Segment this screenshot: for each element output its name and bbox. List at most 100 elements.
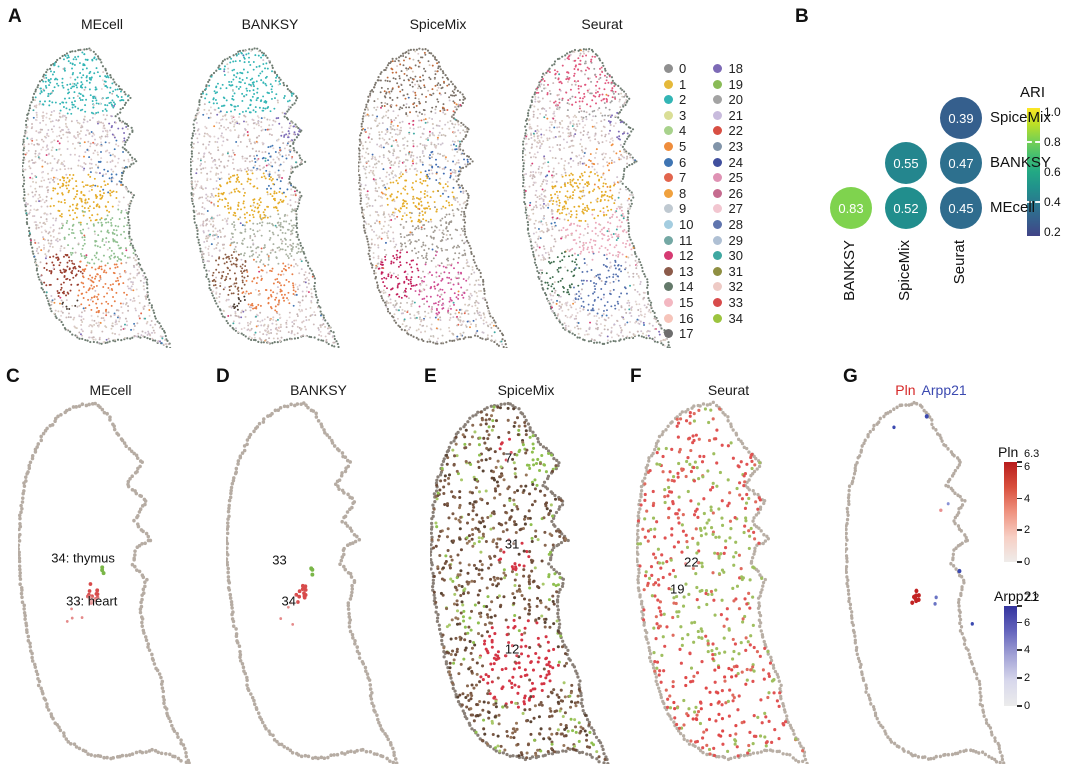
legend-color-dot <box>664 297 673 307</box>
legend-item: 5 <box>664 138 693 154</box>
gene-tick-label: 6 <box>1024 460 1031 473</box>
panel-g-label: G <box>843 366 858 387</box>
legend-cluster-label: 30 <box>728 248 743 264</box>
legend-cluster-label: 25 <box>728 170 743 186</box>
legend-item: 25 <box>713 170 743 186</box>
cluster-annotation: 33 <box>272 552 287 568</box>
gene-tick-label: 4 <box>1024 492 1031 505</box>
embryo-scatter-mecell <box>22 46 182 348</box>
legend-cluster-label: 17 <box>679 326 694 342</box>
legend-item: 18 <box>713 61 743 76</box>
ari-colorbar-title: ARI <box>1020 84 1046 101</box>
legend-color-dot <box>664 141 673 151</box>
legend-color-dot <box>664 110 673 120</box>
legend-cluster-label: 6 <box>679 154 687 170</box>
legend-color-dot <box>713 157 723 167</box>
ari-row-label: MEcell <box>990 199 1036 216</box>
legend-item: 22 <box>713 123 743 139</box>
legend-cluster-label: 8 <box>679 185 687 201</box>
ari-tick-label: 0.2 <box>1044 225 1061 239</box>
gene-tick-line <box>1017 561 1022 563</box>
legend-cluster-label: 18 <box>728 61 743 76</box>
legend-cluster-label: 5 <box>679 138 687 154</box>
legend-item: 21 <box>713 107 743 123</box>
legend-item: 6 <box>664 154 693 170</box>
gene-tick-label: 2 <box>1024 672 1031 685</box>
legend-color-dot <box>664 266 673 276</box>
ari-tick-label: 0.4 <box>1044 195 1061 209</box>
ari-col-label: SpiceMix <box>896 240 913 301</box>
legend-cluster-label: 7 <box>679 170 687 186</box>
legend-item: 11 <box>664 233 693 248</box>
legend-color-dot <box>713 219 723 229</box>
legend-item: 4 <box>664 123 693 138</box>
ari-value-circle: 0.55 <box>885 142 927 184</box>
legend-item: 26 <box>713 185 743 201</box>
legend-item: 32 <box>713 279 743 295</box>
legend-cluster-label: 26 <box>728 185 743 201</box>
legend-color-dot <box>713 266 723 276</box>
pln-colorbar-title: Pln <box>998 444 1019 460</box>
panel-d-label: D <box>216 366 230 387</box>
legend-cluster-label: 19 <box>728 76 743 92</box>
panel-c-label: C <box>6 366 20 387</box>
cluster-legend-col-1: 0 1 2 3 4 5 6 7 8 9 10 11 12 13 14 15 16 17 <box>664 61 694 342</box>
embryo-outline-mecell: 34: thymus 33: heart <box>18 400 203 764</box>
legend-item: 14 <box>664 279 693 294</box>
legend-cluster-label: 16 <box>679 310 694 326</box>
ari-tick-dash <box>1027 201 1040 203</box>
legend-cluster-label: 21 <box>728 107 743 123</box>
legend-item: 12 <box>664 248 693 263</box>
legend-color-dot <box>664 251 673 261</box>
ari-value-circle: 0.83 <box>830 187 872 229</box>
legend-item: 9 <box>664 201 693 216</box>
legend-color-dot <box>713 141 723 151</box>
ari-colorbar <box>1027 108 1040 236</box>
panel-a-title-banksy: BANKSY <box>241 16 299 32</box>
ari-value-circle: 0.52 <box>885 187 927 229</box>
legend-color-dot <box>713 173 723 183</box>
legend-color-dot <box>713 282 723 292</box>
legend-color-dot <box>664 126 673 136</box>
ari-row-label: BANKSY <box>990 154 1051 171</box>
cluster-annotation: 22 <box>684 554 699 570</box>
embryo-scatter-spicemix <box>358 46 518 348</box>
gene-tick-line <box>1017 677 1022 679</box>
gene-tick-line <box>1017 461 1022 463</box>
ari-col-label: Seurat <box>951 240 968 285</box>
ari-col-label: BANKSY <box>841 240 858 301</box>
legend-color-dot <box>713 79 723 89</box>
panel-b-label: B <box>795 6 809 27</box>
legend-cluster-label: 22 <box>728 123 743 139</box>
legend-color-dot <box>664 329 673 339</box>
ari-tick-dash <box>1027 141 1040 143</box>
legend-item: 1 <box>664 77 693 92</box>
legend-item: 10 <box>664 217 693 232</box>
legend-item: 15 <box>664 295 693 310</box>
cluster-legend-col-2: 18 19 20 21 22 23 24 25 26 27 28 29 30 31 32 33 34 <box>713 61 743 340</box>
legend-cluster-label: 2 <box>679 92 687 108</box>
panel-a-label: A <box>8 6 22 27</box>
pln-colorbar <box>1004 462 1017 562</box>
legend-color-dot <box>713 95 723 105</box>
gene-tick-line <box>1017 705 1022 707</box>
panel-c-title: MEcell <box>89 382 132 398</box>
legend-color-dot <box>664 219 673 229</box>
legend-color-dot <box>664 173 673 183</box>
legend-item: 20 <box>713 92 743 107</box>
cluster-annotation: 34 <box>281 593 296 609</box>
embryo-scatter-spicemix-markers: 7 31 12 <box>430 400 622 764</box>
legend-cluster-label: 3 <box>679 107 687 123</box>
gene-tick-label: 0 <box>1024 700 1031 712</box>
legend-cluster-label: 29 <box>728 232 743 248</box>
legend-color-dot <box>664 235 673 245</box>
gene-tick-label: 2 <box>1024 524 1031 537</box>
embryo-outline-banksy: 33 34 <box>226 400 411 764</box>
panel-a-title-seurat: Seurat <box>581 16 623 32</box>
legend-color-dot <box>664 188 673 198</box>
legend-item: 16 <box>664 310 694 326</box>
legend-item: 23 <box>713 139 743 154</box>
ari-value-circle: 0.47 <box>940 142 982 184</box>
legend-cluster-label: 32 <box>728 279 743 295</box>
